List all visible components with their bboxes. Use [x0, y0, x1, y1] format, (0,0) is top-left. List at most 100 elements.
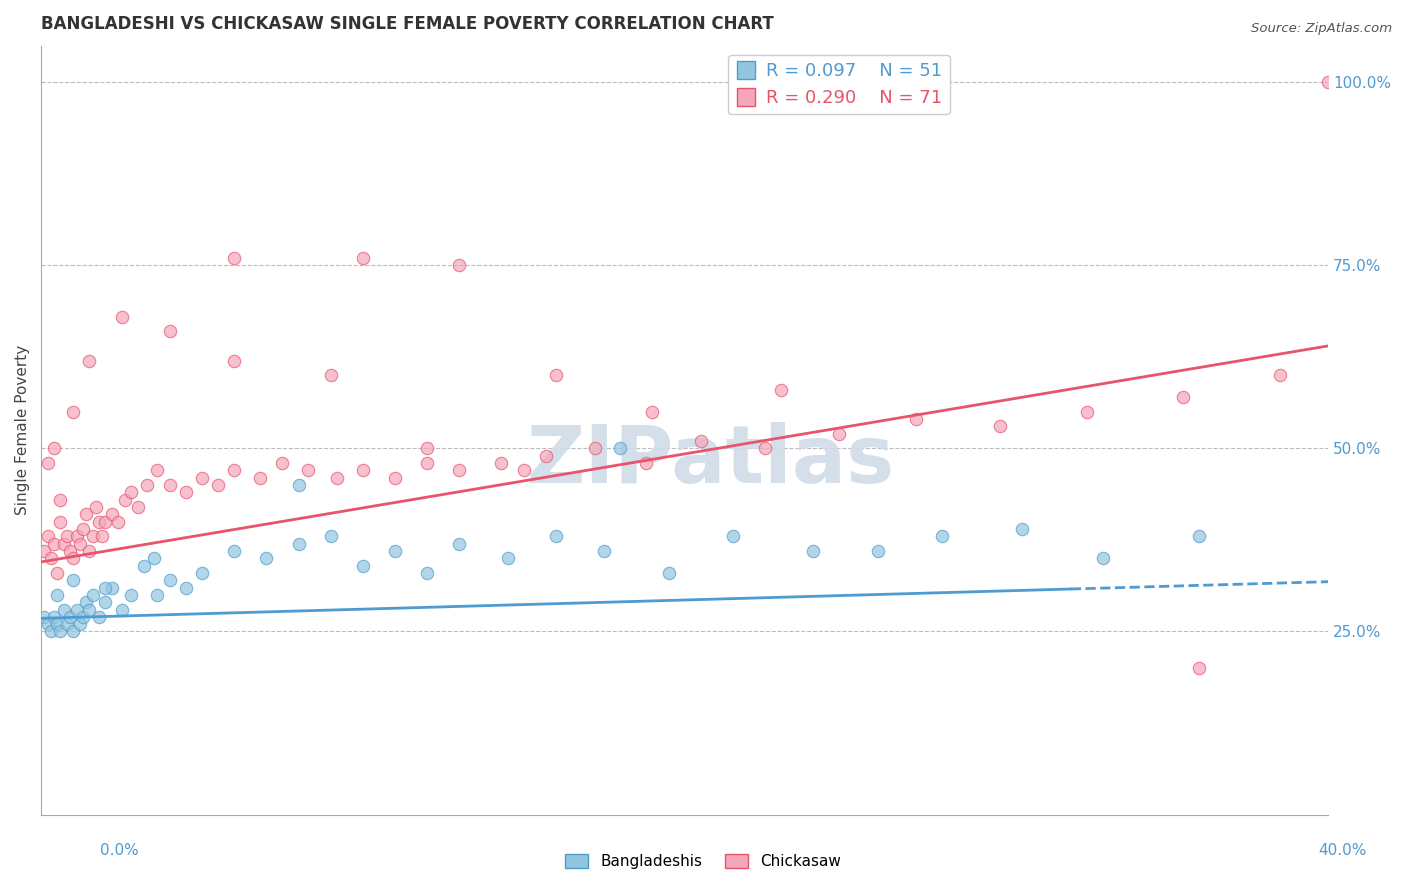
Point [224, 251, 246, 265]
Point [159, 324, 181, 338]
Point [1011, 522, 1033, 536]
Point [146, 588, 169, 602]
Point [84, 500, 107, 514]
Text: ZIPatlas: ZIPatlas [526, 422, 894, 500]
Point [69, 536, 91, 550]
Point [146, 463, 169, 477]
Point [159, 573, 181, 587]
Point [754, 442, 776, 456]
Point [62, 405, 84, 419]
Point [62, 573, 84, 587]
Legend: R = 0.097    N = 51, R = 0.290    N = 71: R = 0.097 N = 51, R = 0.290 N = 71 [728, 54, 949, 114]
Point [110, 310, 132, 324]
Point [75, 508, 97, 522]
Point [489, 456, 512, 470]
Point [82, 529, 104, 543]
Point [416, 456, 439, 470]
Point [297, 463, 319, 477]
Point [49, 624, 72, 639]
Point [107, 515, 129, 529]
Point [34, 544, 56, 558]
Point [770, 383, 793, 397]
Point [174, 581, 197, 595]
Point [59, 610, 82, 624]
Point [159, 478, 181, 492]
Point [224, 353, 246, 368]
Point [191, 566, 214, 580]
Point [94, 581, 117, 595]
Point [416, 566, 439, 580]
Point [79, 353, 101, 368]
Point [49, 492, 72, 507]
Point [87, 610, 110, 624]
Point [224, 463, 246, 477]
Point [110, 602, 132, 616]
Point [56, 529, 79, 543]
Point [1188, 661, 1211, 675]
Point [271, 456, 294, 470]
Point [319, 368, 342, 383]
Point [583, 442, 606, 456]
Point [91, 529, 114, 543]
Point [496, 551, 519, 566]
Point [544, 368, 567, 383]
Point [352, 558, 374, 573]
Point [132, 558, 155, 573]
Point [1317, 75, 1340, 89]
Point [352, 251, 374, 265]
Point [72, 610, 94, 624]
Point [136, 478, 159, 492]
Point [287, 478, 309, 492]
Point [384, 544, 406, 558]
Point [114, 492, 136, 507]
Point [46, 588, 69, 602]
Point [52, 536, 75, 550]
Point [37, 456, 59, 470]
Point [449, 258, 471, 272]
Point [988, 419, 1011, 434]
Point [416, 442, 439, 456]
Point [46, 566, 69, 580]
Point [352, 463, 374, 477]
Text: Source: ZipAtlas.com: Source: ZipAtlas.com [1251, 22, 1392, 36]
Point [287, 536, 309, 550]
Point [931, 529, 953, 543]
Point [609, 442, 631, 456]
Point [37, 529, 59, 543]
Point [1091, 551, 1114, 566]
Point [120, 588, 142, 602]
Point [191, 471, 214, 485]
Point [449, 463, 471, 477]
Point [94, 595, 117, 609]
Point [65, 602, 87, 616]
Point [174, 485, 197, 500]
Point [69, 617, 91, 632]
Point [1188, 529, 1211, 543]
Point [42, 442, 65, 456]
Point [79, 602, 101, 616]
Y-axis label: Single Female Poverty: Single Female Poverty [15, 345, 30, 516]
Point [721, 529, 744, 543]
Point [689, 434, 711, 449]
Point [94, 515, 117, 529]
Point [59, 544, 82, 558]
Point [1268, 368, 1291, 383]
Point [82, 588, 104, 602]
Point [52, 602, 75, 616]
Point [449, 536, 471, 550]
Point [42, 536, 65, 550]
Point [62, 551, 84, 566]
Point [254, 551, 277, 566]
Point [79, 544, 101, 558]
Point [384, 471, 406, 485]
Point [249, 471, 271, 485]
Point [87, 515, 110, 529]
Point [56, 617, 79, 632]
Point [49, 515, 72, 529]
Point [142, 551, 165, 566]
Point [1173, 390, 1195, 404]
Point [828, 426, 851, 441]
Point [224, 544, 246, 558]
Point [1076, 405, 1098, 419]
Point [42, 610, 65, 624]
